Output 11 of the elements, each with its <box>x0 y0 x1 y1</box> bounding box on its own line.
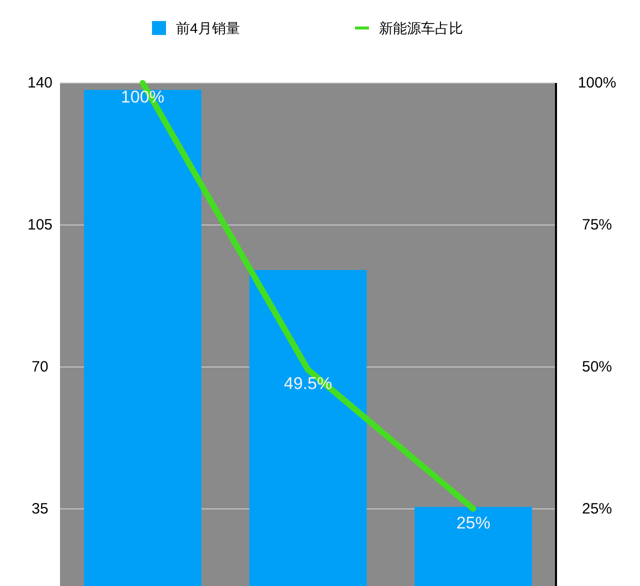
y-tick-label: 140 <box>27 74 53 92</box>
y2-tick-label: 100% <box>578 74 616 92</box>
legend-label: 新能源车占比 <box>379 20 463 36</box>
y2-tick-label: 75% <box>582 216 612 234</box>
y-tick-label: 35 <box>32 500 48 518</box>
y2-tick-label: 25% <box>582 500 612 518</box>
y-tick-label: 70 <box>32 358 48 376</box>
legend-label: 前4月销量 <box>176 20 240 36</box>
data-label: 25% <box>456 513 490 532</box>
y2-tick-label: 50% <box>582 358 612 376</box>
y-tick-label: 105 <box>27 216 53 234</box>
